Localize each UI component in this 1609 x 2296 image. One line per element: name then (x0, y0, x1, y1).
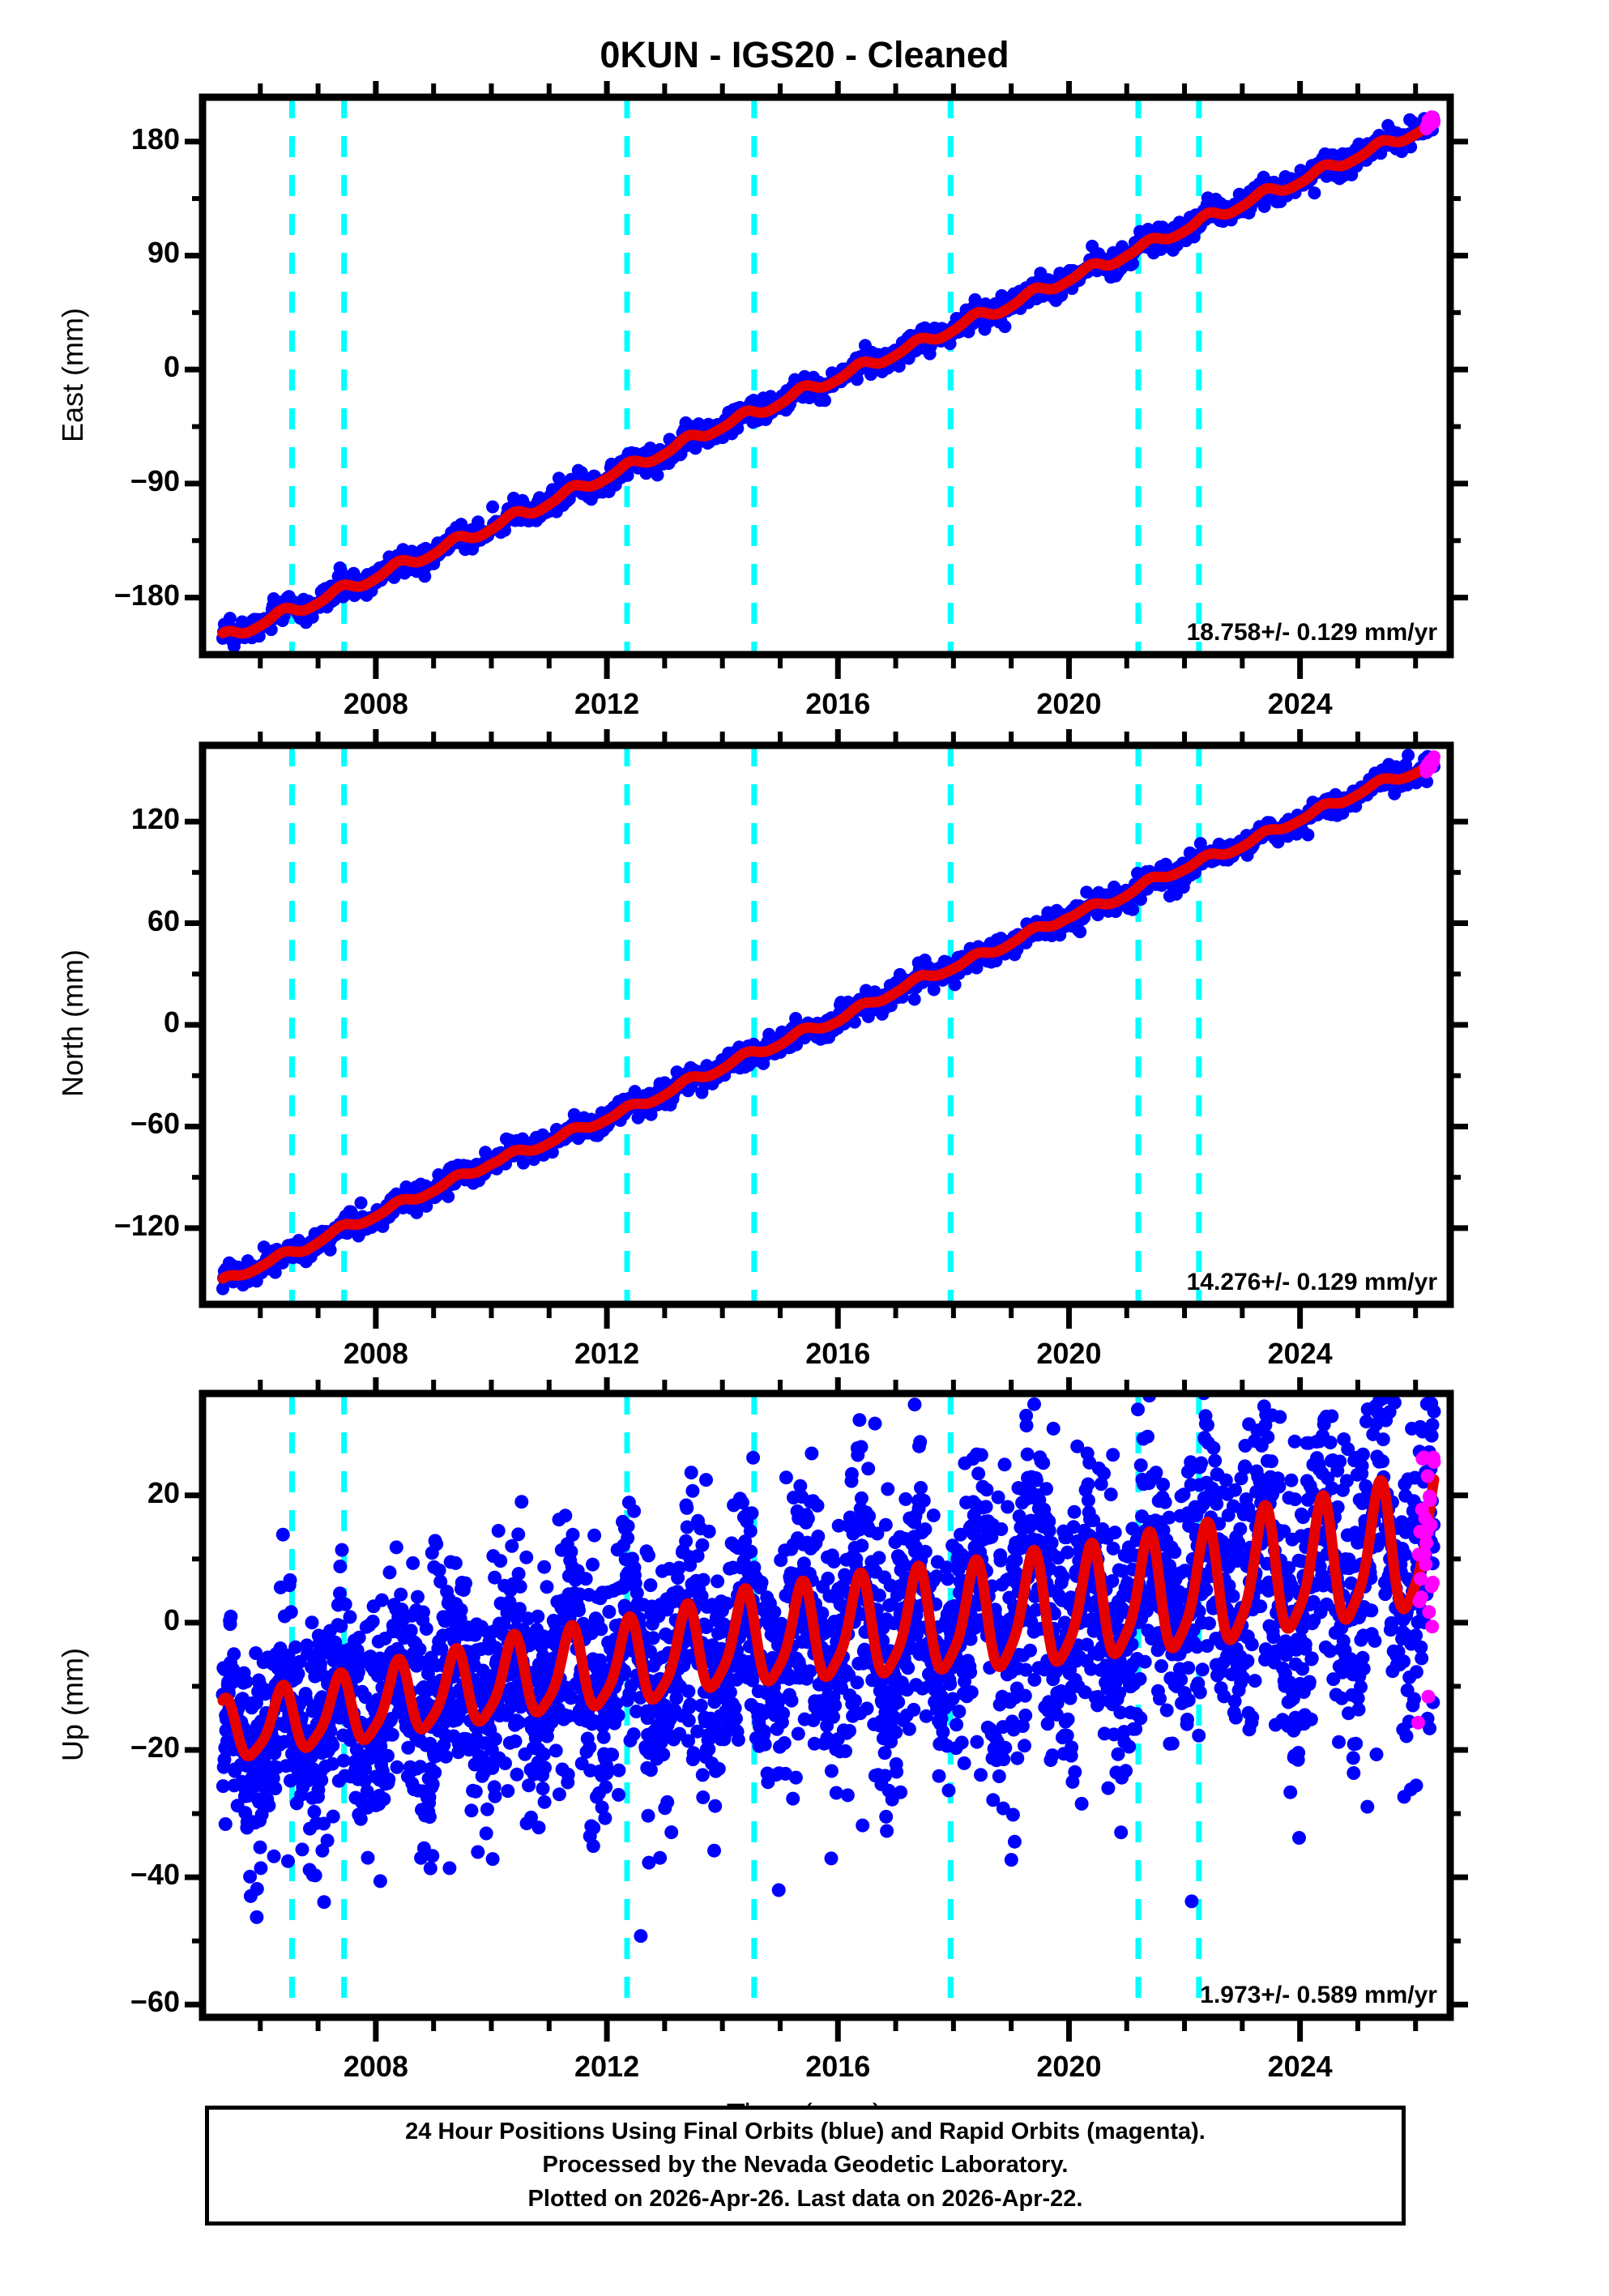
plot-frame (198, 93, 1454, 659)
xtick-label-up-4: 2024 (1267, 2050, 1333, 2083)
panel-north: 120 60 0 −60 −120 2008 2012 2016 2020 2024 North (… (0, 729, 1609, 1370)
plot-area-east (185, 81, 1468, 679)
ytick-label-north-1: 60 (147, 903, 180, 937)
ytick-label-up-1: 0 (163, 1603, 180, 1637)
ytick-label-east-1: 90 (147, 236, 180, 270)
y-axis-label-up: Up (mm) (56, 1648, 89, 1761)
caption-box: 24 Hour Positions Using Final Orbits (bl… (205, 2106, 1406, 2226)
x-ticks-group (258, 729, 1419, 1329)
plot-frame (198, 1389, 1454, 2021)
model-fit-line-group (217, 1474, 1440, 1761)
caption-line-2: Processed by the Nevada Geodetic Laborat… (542, 2152, 1069, 2179)
rate-annotation-north: 14.276+/- 0.129 mm/yr (1186, 1269, 1437, 1295)
ytick-label-up-0: 20 (147, 1475, 180, 1509)
y-ticks-group (185, 1492, 1468, 2008)
rate-annotation-up: 1.973+/- 0.589 mm/yr (1200, 1982, 1437, 2008)
xtick-label-north-2: 2016 (805, 1337, 871, 1370)
ytick-label-north-4: −120 (113, 1208, 180, 1242)
xtick-label-up-3: 2020 (1036, 2050, 1102, 2083)
xtick-label-east-0: 2008 (343, 687, 408, 720)
y-axis-label-north: North (mm) (56, 950, 89, 1097)
plot-area-north (185, 729, 1468, 1329)
ytick-label-up-4: −60 (130, 1985, 180, 2019)
model-fit-line (217, 1474, 1440, 1761)
model-fit-line (217, 755, 1440, 1284)
xtick-label-up-1: 2012 (574, 2050, 640, 2083)
ytick-label-up-2: −20 (130, 1731, 180, 1764)
rapid-orbit-points-group (1411, 1450, 1441, 1730)
model-fit-line-group (217, 114, 1440, 639)
xtick-label-up-2: 2016 (805, 2050, 871, 2083)
x-ticks-group (258, 81, 1419, 679)
ytick-label-east-3: −90 (130, 463, 180, 497)
xtick-label-east-2: 2016 (805, 687, 871, 720)
xtick-label-north-4: 2024 (1267, 1337, 1333, 1370)
xtick-label-north-3: 2020 (1036, 1337, 1102, 1370)
plot-area-up (185, 1377, 1468, 2042)
rate-annotation-east: 18.758+/- 0.129 mm/yr (1186, 619, 1437, 646)
rapid-orbit-points-group (1419, 110, 1440, 136)
model-fit-line-group (217, 755, 1440, 1284)
ytick-label-north-3: −60 (130, 1107, 180, 1141)
ytick-label-east-2: 0 (163, 350, 180, 384)
x-ticks-group (258, 1377, 1419, 2042)
event-lines-group (289, 97, 1202, 655)
xtick-label-up-0: 2008 (343, 2050, 408, 2083)
rapid-orbit-points-group (1419, 750, 1440, 779)
model-fit-line (217, 114, 1440, 639)
xtick-label-north-0: 2008 (343, 1337, 408, 1370)
ytick-label-east-0: 180 (130, 122, 180, 156)
panel-east: 180 90 0 −90 −180 2008 2012 2016 2020 2024 East (m… (0, 81, 1609, 720)
ytick-label-north-2: 0 (163, 1005, 180, 1039)
xtick-label-east-4: 2024 (1267, 687, 1333, 720)
panel-up: 20 0 −20 −40 −60 2008 2012 2016 2020 2024 Up (mm) 1… (0, 1377, 1609, 2132)
caption-line-3: Plotted on 2026-Apr-26. Last data on 202… (527, 2185, 1083, 2212)
xtick-label-east-3: 2020 (1036, 687, 1102, 720)
y-ticks-group (185, 818, 1468, 1231)
ytick-label-up-3: −40 (130, 1858, 180, 1892)
xtick-label-north-1: 2012 (574, 1337, 640, 1370)
ytick-label-east-4: −180 (113, 578, 180, 612)
ytick-label-north-0: 120 (130, 802, 180, 836)
xtick-label-east-1: 2012 (574, 687, 640, 720)
caption-line-1: 24 Hour Positions Using Final Orbits (bl… (405, 2119, 1206, 2145)
page-title: 0KUN - IGS20 - Cleaned (600, 34, 1009, 75)
y-axis-label-east: East (mm) (56, 308, 89, 442)
y-ticks-group (185, 139, 1468, 601)
